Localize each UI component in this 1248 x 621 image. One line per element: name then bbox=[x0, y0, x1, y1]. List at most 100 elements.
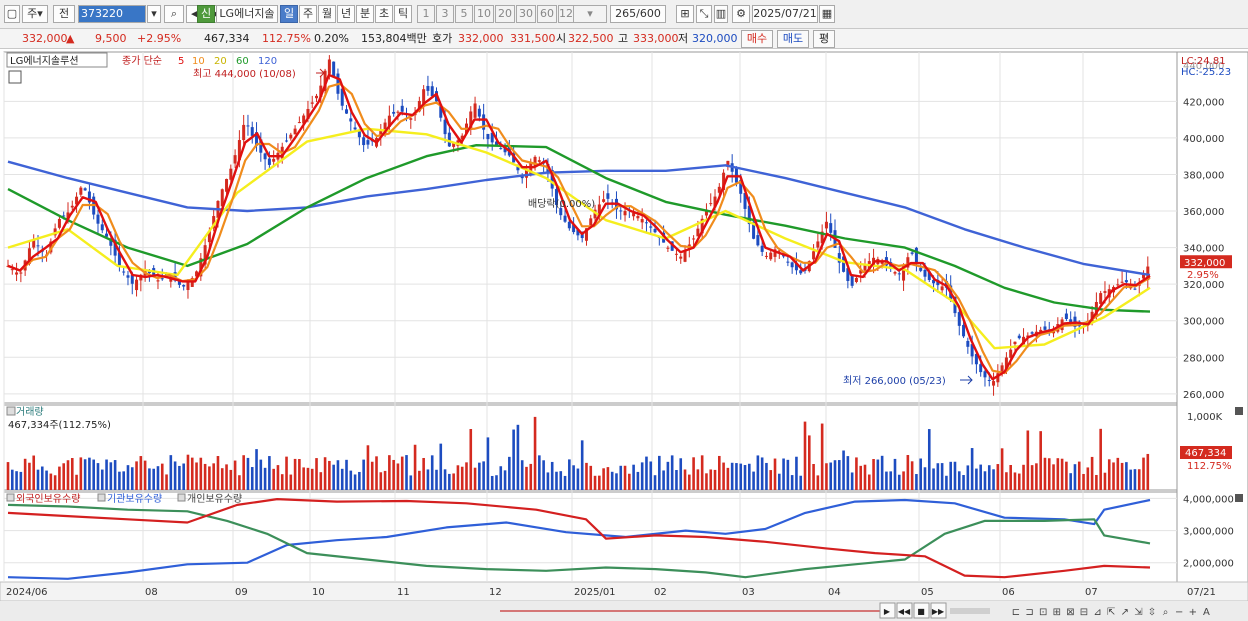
current-price: 332,000 bbox=[22, 32, 68, 45]
tool-icon-2[interactable]: ⊡ bbox=[1039, 607, 1047, 618]
candle-body bbox=[914, 247, 918, 263]
volume-bar bbox=[152, 468, 155, 490]
x-axis-tick: 10 bbox=[312, 587, 325, 598]
candle-body bbox=[383, 122, 387, 134]
period-년[interactable]: 년 bbox=[337, 5, 355, 23]
minute-20[interactable]: 20 bbox=[495, 5, 515, 23]
volume-bar bbox=[932, 468, 935, 490]
volume-bar bbox=[186, 454, 190, 490]
candle-body bbox=[1146, 266, 1150, 281]
tool-icon-9[interactable]: ⇲ bbox=[1134, 607, 1143, 618]
tool-icon-5[interactable]: ⊟ bbox=[1080, 607, 1088, 618]
volume-bar bbox=[302, 467, 305, 490]
tool-icon-11[interactable]: ⌕ bbox=[1163, 607, 1169, 618]
volume-bar bbox=[606, 467, 610, 490]
candle-body bbox=[863, 264, 867, 271]
minute-3[interactable]: 3 bbox=[436, 5, 454, 23]
stock-name-field: LG에너지솔 bbox=[216, 5, 278, 23]
minute-1[interactable]: 1 bbox=[417, 5, 435, 23]
period-주[interactable]: 주 bbox=[299, 5, 317, 23]
volume-bar bbox=[546, 472, 550, 490]
period-월[interactable]: 월 bbox=[318, 5, 336, 23]
minute-30[interactable]: 30 bbox=[516, 5, 536, 23]
tool-icon-7[interactable]: ⇱ bbox=[1107, 607, 1115, 618]
volume-bar bbox=[130, 467, 134, 490]
period-type-select[interactable]: 주▾ bbox=[22, 5, 48, 23]
volume-bar bbox=[559, 471, 563, 490]
eval-button[interactable]: 평 bbox=[813, 30, 835, 48]
volume-bar bbox=[533, 416, 537, 490]
candle-body bbox=[139, 274, 143, 281]
stock-code-input[interactable]: 373220 bbox=[78, 5, 146, 23]
up-arrow-icon: ▲ bbox=[66, 32, 75, 45]
minute-dropdown-icon[interactable]: ▾ bbox=[573, 5, 607, 23]
playback-button-3[interactable] bbox=[930, 602, 947, 619]
volume-bar bbox=[366, 445, 370, 490]
cross-icon[interactable]: ⤡ bbox=[696, 5, 712, 23]
volume-bar bbox=[1090, 456, 1094, 490]
tool-icon-0[interactable]: ⊏ bbox=[1012, 607, 1020, 618]
volume-bar bbox=[448, 473, 451, 490]
period-초[interactable]: 초 bbox=[375, 5, 393, 23]
candle-body bbox=[790, 262, 794, 268]
minute-10[interactable]: 10 bbox=[474, 5, 494, 23]
calendar-icon[interactable]: ▦ bbox=[819, 5, 835, 23]
candle-body bbox=[87, 191, 91, 203]
tool-icon-12[interactable]: − bbox=[1175, 607, 1183, 618]
volume-bar bbox=[636, 471, 640, 490]
tool-icon-10[interactable]: ⇳ bbox=[1148, 607, 1156, 618]
stock-title-label: LG에너지솔루션 bbox=[10, 55, 79, 67]
playback-button-1[interactable] bbox=[896, 602, 913, 619]
volume-y-tick: 1,000K bbox=[1187, 412, 1223, 423]
window-icon[interactable]: ▢ bbox=[4, 5, 20, 23]
volume-bar bbox=[62, 463, 66, 490]
volume-bar bbox=[392, 459, 395, 490]
save-icon[interactable]: ▥ bbox=[714, 5, 728, 23]
volume-bar bbox=[520, 460, 524, 490]
volume-info: 467,334주(112.75%) bbox=[8, 420, 111, 431]
candle-body bbox=[36, 245, 40, 247]
volume-bar bbox=[1026, 430, 1030, 490]
tool-icon-1[interactable]: ⊐ bbox=[1025, 607, 1033, 618]
minute-5[interactable]: 5 bbox=[455, 5, 473, 23]
search-icon[interactable]: ⌕ bbox=[164, 5, 184, 23]
playback-button-2[interactable] bbox=[913, 602, 930, 619]
shin-button[interactable]: 신 bbox=[197, 5, 215, 23]
volume-bar bbox=[889, 471, 893, 490]
period-틱[interactable]: 틱 bbox=[394, 5, 412, 23]
period-분[interactable]: 분 bbox=[356, 5, 374, 23]
candle-body bbox=[263, 153, 267, 160]
sell-button[interactable]: 매도 bbox=[777, 30, 809, 48]
minute-60[interactable]: 60 bbox=[537, 5, 557, 23]
buy-button[interactable]: 매수 bbox=[741, 30, 773, 48]
date-field[interactable]: 2025/07/21 bbox=[752, 5, 818, 23]
volume-bar bbox=[825, 463, 828, 490]
candle-body bbox=[499, 148, 503, 150]
playback-button-0[interactable] bbox=[879, 602, 896, 619]
tool-icon-4[interactable]: ⊠ bbox=[1066, 607, 1074, 618]
candle-body bbox=[439, 104, 443, 118]
volume-bar bbox=[148, 468, 151, 490]
tool-icon-6[interactable]: ⊿ bbox=[1093, 607, 1101, 618]
candle-body bbox=[285, 140, 289, 142]
volume-bar bbox=[443, 469, 447, 490]
candle-body bbox=[927, 271, 931, 280]
series-square-icon bbox=[97, 493, 106, 502]
tool-icon-14[interactable]: A bbox=[1203, 607, 1210, 618]
tool-icon-13[interactable]: + bbox=[1189, 607, 1197, 618]
turnover-rate: 0.20% bbox=[314, 32, 349, 45]
candle-body bbox=[516, 165, 520, 171]
candle-body bbox=[572, 224, 576, 233]
period-일[interactable]: 일 bbox=[280, 5, 298, 23]
volume-bar bbox=[259, 459, 263, 490]
volume-bar bbox=[915, 474, 918, 490]
volume-bar bbox=[820, 423, 824, 490]
tool-icon-8[interactable]: ↗ bbox=[1121, 607, 1129, 618]
volume-bar bbox=[53, 475, 57, 490]
tool-icon-3[interactable]: ⊞ bbox=[1053, 607, 1061, 618]
code-dropdown-icon[interactable]: ▾ bbox=[147, 5, 161, 23]
candle-body bbox=[974, 353, 978, 365]
toggle-icon[interactable]: ⊞ bbox=[676, 5, 694, 23]
gear-icon[interactable]: ⚙ bbox=[732, 5, 750, 23]
prev-button[interactable]: 전 bbox=[53, 5, 75, 23]
